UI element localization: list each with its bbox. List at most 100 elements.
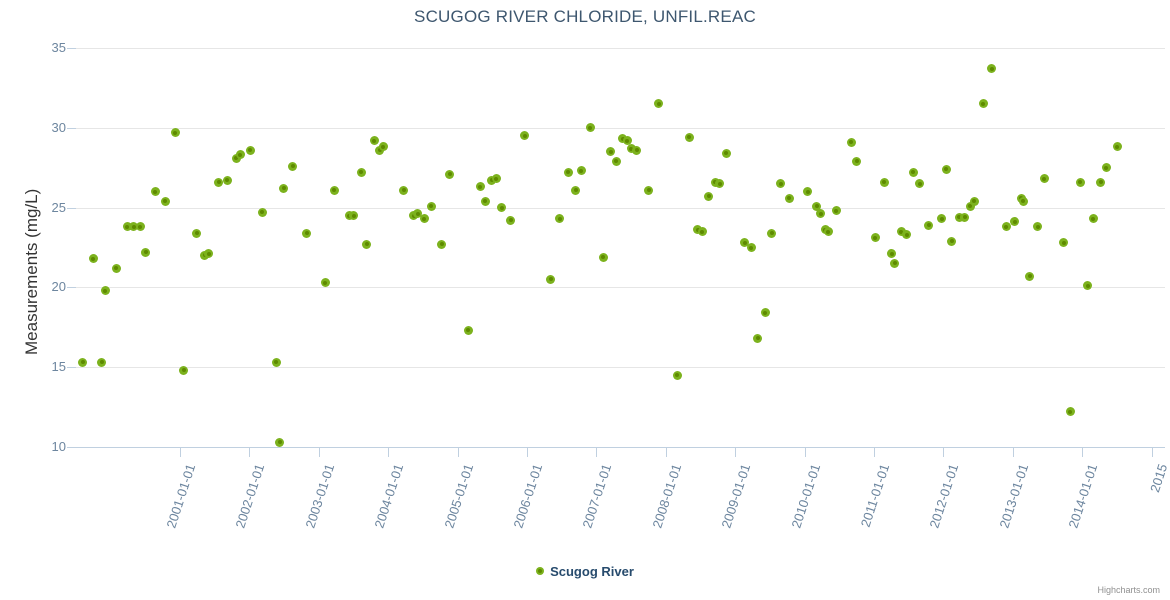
data-point[interactable] bbox=[375, 145, 385, 155]
data-point[interactable] bbox=[987, 64, 997, 74]
data-point[interactable] bbox=[697, 227, 707, 237]
data-point[interactable] bbox=[965, 201, 975, 211]
data-point[interactable] bbox=[746, 243, 756, 252]
data-point[interactable] bbox=[135, 222, 145, 232]
data-point[interactable] bbox=[160, 196, 170, 206]
data-point[interactable] bbox=[369, 136, 379, 146]
data-point[interactable] bbox=[978, 99, 988, 109]
data-point[interactable] bbox=[150, 187, 160, 197]
data-point[interactable] bbox=[760, 308, 770, 318]
data-point[interactable] bbox=[1025, 271, 1035, 281]
data-point[interactable] bbox=[1039, 174, 1049, 184]
data-point[interactable] bbox=[1059, 238, 1069, 248]
data-point[interactable] bbox=[969, 196, 979, 206]
data-point[interactable] bbox=[122, 222, 132, 232]
data-point[interactable] bbox=[960, 212, 970, 222]
data-point[interactable] bbox=[632, 145, 642, 155]
data-point[interactable] bbox=[753, 333, 763, 343]
data-point[interactable] bbox=[245, 145, 255, 155]
data-point[interactable] bbox=[1088, 214, 1098, 224]
data-point[interactable] bbox=[704, 191, 714, 201]
data-point[interactable] bbox=[606, 147, 616, 157]
data-point[interactable] bbox=[576, 166, 586, 176]
data-point[interactable] bbox=[257, 207, 267, 217]
data-point[interactable] bbox=[275, 437, 285, 447]
data-point[interactable] bbox=[585, 123, 595, 133]
data-point[interactable] bbox=[480, 196, 490, 206]
data-point[interactable] bbox=[463, 325, 473, 335]
data-point[interactable] bbox=[1018, 196, 1028, 206]
data-point[interactable] bbox=[1010, 217, 1020, 227]
data-point[interactable] bbox=[887, 249, 897, 259]
data-point[interactable] bbox=[767, 228, 777, 238]
data-point[interactable] bbox=[924, 220, 934, 230]
data-point[interactable] bbox=[684, 132, 694, 142]
data-point[interactable] bbox=[1075, 177, 1085, 187]
data-point[interactable] bbox=[179, 365, 189, 375]
data-point[interactable] bbox=[445, 169, 455, 179]
data-point[interactable] bbox=[204, 249, 214, 259]
data-point[interactable] bbox=[879, 177, 889, 187]
data-point[interactable] bbox=[563, 167, 573, 177]
data-point[interactable] bbox=[362, 239, 372, 249]
data-point[interactable] bbox=[598, 252, 608, 262]
data-point[interactable] bbox=[902, 230, 912, 240]
data-point[interactable] bbox=[491, 174, 501, 184]
data-point[interactable] bbox=[1001, 222, 1011, 232]
data-point[interactable] bbox=[776, 179, 786, 189]
data-point[interactable] bbox=[192, 228, 202, 238]
data-point[interactable] bbox=[555, 214, 565, 224]
legend-item-scugog-river[interactable]: Scugog River bbox=[536, 564, 634, 579]
data-point[interactable] bbox=[141, 247, 151, 257]
data-point[interactable] bbox=[654, 99, 664, 109]
data-point[interactable] bbox=[915, 179, 925, 189]
data-point[interactable] bbox=[784, 193, 794, 203]
data-point[interactable] bbox=[129, 222, 139, 232]
data-point[interactable] bbox=[571, 185, 581, 195]
data-point[interactable] bbox=[378, 142, 388, 152]
data-point[interactable] bbox=[1096, 177, 1106, 187]
data-point[interactable] bbox=[611, 156, 621, 166]
data-point[interactable] bbox=[279, 183, 289, 193]
data-point[interactable] bbox=[111, 263, 121, 273]
data-point[interactable] bbox=[803, 187, 813, 197]
data-point[interactable] bbox=[497, 203, 507, 213]
data-point[interactable] bbox=[816, 209, 826, 219]
data-point[interactable] bbox=[413, 209, 423, 219]
data-point[interactable] bbox=[954, 212, 964, 222]
data-point[interactable] bbox=[812, 201, 822, 211]
data-point[interactable] bbox=[823, 227, 833, 237]
data-point[interactable] bbox=[419, 214, 429, 224]
data-point[interactable] bbox=[1083, 281, 1093, 291]
data-point[interactable] bbox=[852, 156, 862, 166]
data-point[interactable] bbox=[235, 150, 245, 160]
data-point[interactable] bbox=[437, 239, 447, 249]
data-point[interactable] bbox=[622, 136, 632, 146]
data-point[interactable] bbox=[941, 164, 951, 174]
data-point[interactable] bbox=[937, 214, 947, 224]
data-point[interactable] bbox=[947, 236, 957, 246]
data-point[interactable] bbox=[506, 215, 515, 225]
data-point[interactable] bbox=[475, 182, 485, 192]
data-point[interactable] bbox=[546, 274, 556, 284]
data-point[interactable] bbox=[626, 144, 636, 154]
data-point[interactable] bbox=[721, 148, 731, 158]
data-point[interactable] bbox=[349, 211, 359, 221]
data-point[interactable] bbox=[170, 128, 180, 138]
data-point[interactable] bbox=[88, 254, 98, 264]
data-point[interactable] bbox=[672, 370, 682, 380]
data-point[interactable] bbox=[329, 185, 339, 195]
data-point[interactable] bbox=[78, 357, 88, 367]
data-point[interactable] bbox=[399, 185, 409, 195]
data-point[interactable] bbox=[1033, 222, 1043, 232]
data-point[interactable] bbox=[100, 286, 110, 296]
data-point[interactable] bbox=[1065, 407, 1075, 417]
data-point[interactable] bbox=[271, 357, 281, 367]
data-point[interactable] bbox=[1101, 163, 1111, 173]
data-point[interactable] bbox=[356, 167, 366, 177]
data-point[interactable] bbox=[97, 357, 107, 367]
data-point[interactable] bbox=[520, 131, 530, 141]
data-point[interactable] bbox=[846, 137, 856, 147]
data-point[interactable] bbox=[320, 278, 330, 288]
data-point[interactable] bbox=[896, 227, 906, 237]
